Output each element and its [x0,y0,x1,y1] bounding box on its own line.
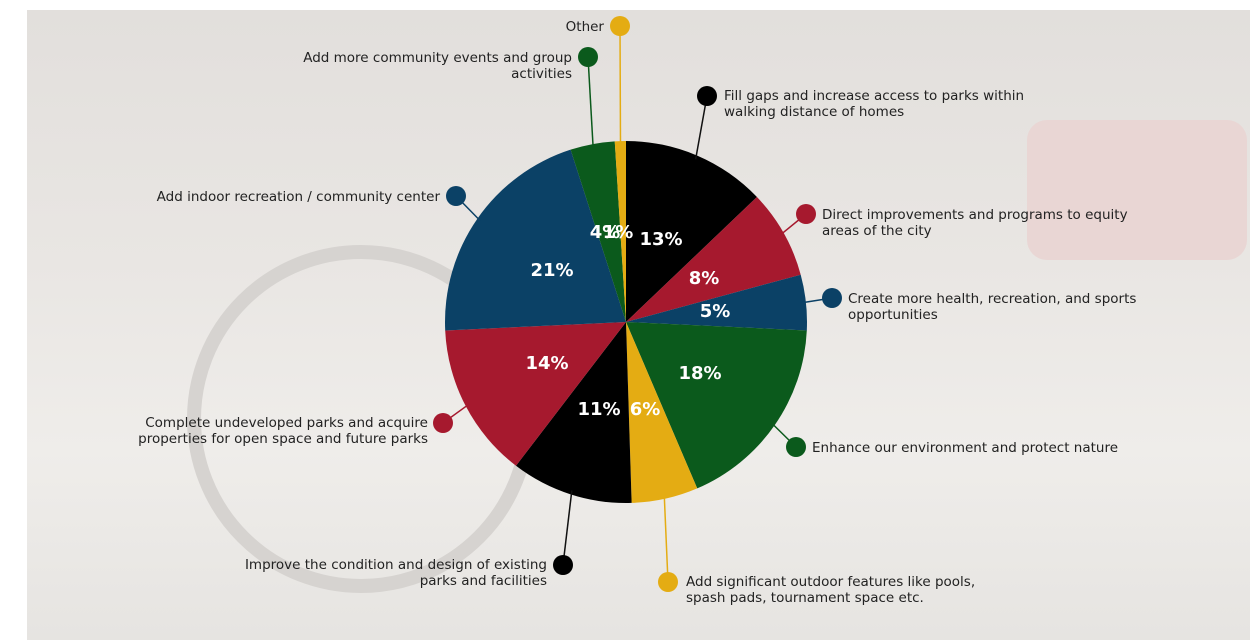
leader-line [562,490,573,566]
slice-label: Direct improvements and programs to equi… [822,207,1128,239]
pie-slice [626,322,698,503]
slice-label: Enhance our environment and protect natu… [812,440,1119,456]
pie-slice [444,149,626,331]
pie-slice [626,141,757,322]
pie-slice [570,141,626,322]
legend-dot [796,204,816,224]
legend-dot [822,288,842,308]
value-label: 14% [525,353,568,374]
value-label: 6% [630,399,661,420]
legend-dot [578,47,598,67]
background-photo [27,10,1250,640]
value-label: 5% [700,301,731,322]
value-label: 1% [603,222,634,243]
value-label: 18% [678,363,721,384]
slice-label: Create more health, recreation, and spor… [848,291,1137,323]
slice-label: Improve the condition and design of exis… [244,557,547,589]
slice-label: Complete undeveloped parks and acquire p… [138,415,428,447]
value-label: 8% [689,268,720,289]
legend-dot [446,186,466,206]
value-label: 13% [639,229,682,250]
leader-line [694,95,708,160]
legend-dot [786,437,806,457]
value-label: 21% [530,260,573,281]
slice-label: Add indoor recreation / community center [156,189,440,205]
slice-label: Add more community events and group acti… [303,50,572,82]
value-label: 4% [590,222,621,243]
pie-slice [626,322,807,489]
pie-slice [626,274,807,331]
legend-dot [610,16,630,36]
legend-dot [553,555,573,575]
slice-label: Add significant outdoor features like po… [686,574,976,606]
leader-line [663,494,669,583]
pie-slice [516,322,632,503]
legend-dot [433,413,453,433]
slice-label: Fill gaps and increase access to parks w… [724,88,1025,120]
leader-line [587,56,594,149]
pie-slice [626,197,801,322]
pie-slice [614,141,626,322]
slice-label: Other [565,19,604,35]
legend-dot [658,572,678,592]
value-label: 11% [577,399,620,420]
pie-slice [445,322,626,466]
legend-dot [697,86,717,106]
